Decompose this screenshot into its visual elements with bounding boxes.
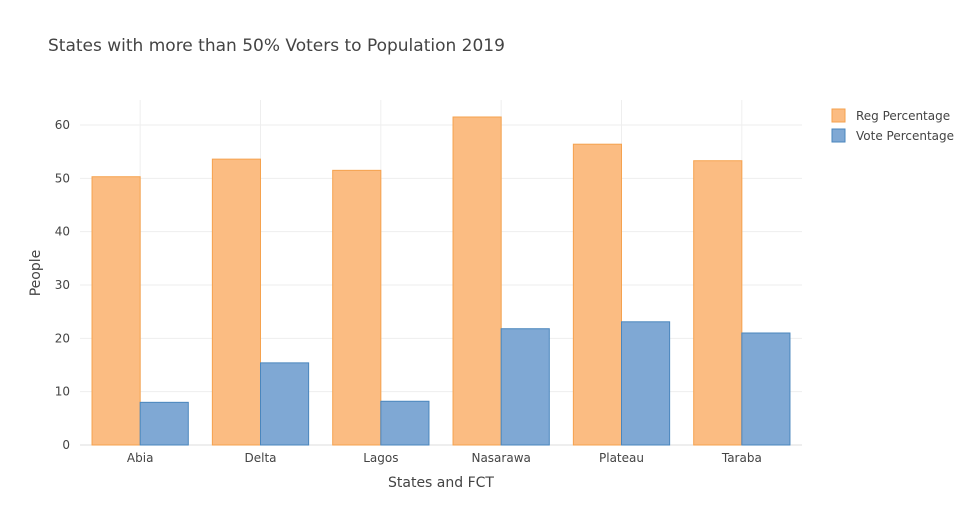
legend[interactable]: Reg Percentage Vote Percentage	[831, 108, 954, 143]
legend-label[interactable]: Reg Percentage	[856, 109, 950, 123]
x-tick-label: Taraba	[721, 451, 762, 465]
legend-swatch[interactable]	[831, 108, 846, 123]
x-tick-label: Plateau	[599, 451, 644, 465]
bar-vote-percentage[interactable]	[621, 321, 671, 446]
y-tick-label: 10	[55, 385, 70, 399]
y-tick-label: 0	[62, 438, 70, 452]
bar-vote-percentage[interactable]	[741, 332, 791, 446]
bar-reg-percentage[interactable]	[211, 158, 262, 446]
x-tick-label: Nasarawa	[471, 451, 530, 465]
bar-reg-percentage[interactable]	[693, 160, 743, 446]
bars	[91, 116, 791, 446]
y-tick-label: 30	[55, 278, 70, 292]
x-tick-label: Abia	[127, 451, 154, 465]
y-axis-title: People	[28, 250, 44, 297]
bar-reg-percentage[interactable]	[91, 176, 141, 446]
bar-reg-percentage[interactable]	[572, 143, 622, 446]
x-tick-label: Delta	[244, 451, 276, 465]
x-tick-label: Lagos	[363, 451, 398, 465]
y-tick-label: 60	[55, 118, 70, 132]
y-tick-label: 40	[55, 225, 70, 239]
x-axis-title: States and FCT	[388, 475, 494, 491]
bar-vote-percentage[interactable]	[139, 401, 189, 446]
legend-label[interactable]: Vote Percentage	[856, 129, 954, 143]
ticks: 0 10 20 30 40 50 60 Abia Delta Lagos Nasarawa Plate…	[55, 118, 762, 465]
chart-title: States with more than 50% Voters to Popu…	[48, 36, 505, 56]
bar-reg-percentage[interactable]	[332, 169, 382, 446]
legend-swatch[interactable]	[831, 128, 846, 143]
bar-vote-percentage[interactable]	[500, 328, 550, 446]
y-tick-label: 50	[55, 171, 70, 185]
bar-vote-percentage[interactable]	[260, 362, 310, 446]
bar-vote-percentage[interactable]	[380, 400, 430, 446]
bar-reg-percentage[interactable]	[452, 116, 502, 446]
y-tick-label: 20	[55, 331, 70, 345]
